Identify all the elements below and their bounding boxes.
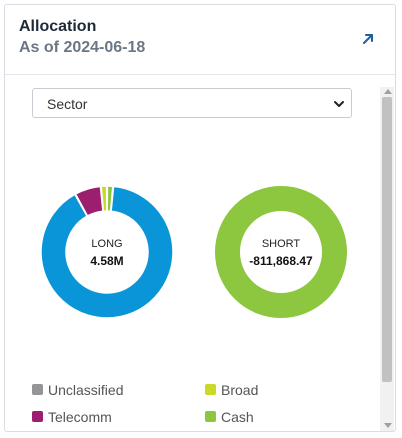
long-donut-chart [40,185,174,319]
long-donut-slice-1[interactable] [40,185,174,319]
legend-swatch [205,411,216,422]
grouping-select[interactable]: Sector [32,88,352,118]
long-center-label: LONG 4.58M [67,238,147,268]
short-donut-chart [215,186,347,318]
as-of-date: As of 2024-06-18 [19,39,146,56]
grouping-select-value: Sector [47,96,88,112]
card-header: Allocation As of 2024-06-18 [5,5,395,75]
short-value-label: -811,868.47 [249,254,313,268]
card-title: Allocation [19,18,97,35]
external-link-arrow-icon[interactable] [360,31,376,47]
short-donut-slice-0[interactable] [215,186,347,318]
scroll-down-arrow-icon[interactable] [384,423,392,428]
legend-swatch [205,384,216,395]
long-donut-slice-3[interactable] [100,185,108,212]
legend-label: Broad [221,382,259,398]
long-value-label: 4.58M [90,254,124,268]
short-kind-label: SHORT [261,238,301,250]
legend-swatch [32,411,43,422]
legend-label: Cash [221,409,254,425]
legend-swatch [32,384,43,395]
chevron-down-icon [334,101,344,107]
allocation-card: Allocation As of 2024-06-18 Sector LONG … [4,4,396,432]
legend-label: Telecomm [48,409,112,425]
long-kind-label: LONG [91,238,123,250]
scroll-up-arrow-icon[interactable] [384,89,392,94]
legend-label: Unclassified [48,382,124,398]
scrollbar-thumb[interactable] [382,97,392,382]
short-center-label: SHORT -811,868.47 [241,238,321,268]
